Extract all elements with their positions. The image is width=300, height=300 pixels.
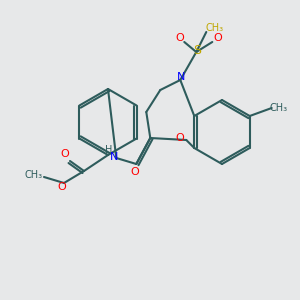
Text: CH₃: CH₃: [25, 170, 43, 180]
Text: N: N: [177, 72, 185, 82]
Text: O: O: [175, 33, 184, 43]
Text: O: O: [213, 33, 222, 43]
Text: O: O: [175, 133, 184, 143]
Text: O: O: [130, 167, 139, 177]
Text: H: H: [105, 145, 112, 155]
Text: N: N: [110, 152, 118, 162]
Text: S: S: [193, 44, 201, 58]
Text: CH₃: CH₃: [205, 23, 223, 33]
Text: O: O: [61, 149, 69, 159]
Text: CH₃: CH₃: [270, 103, 288, 113]
Text: O: O: [58, 182, 66, 192]
